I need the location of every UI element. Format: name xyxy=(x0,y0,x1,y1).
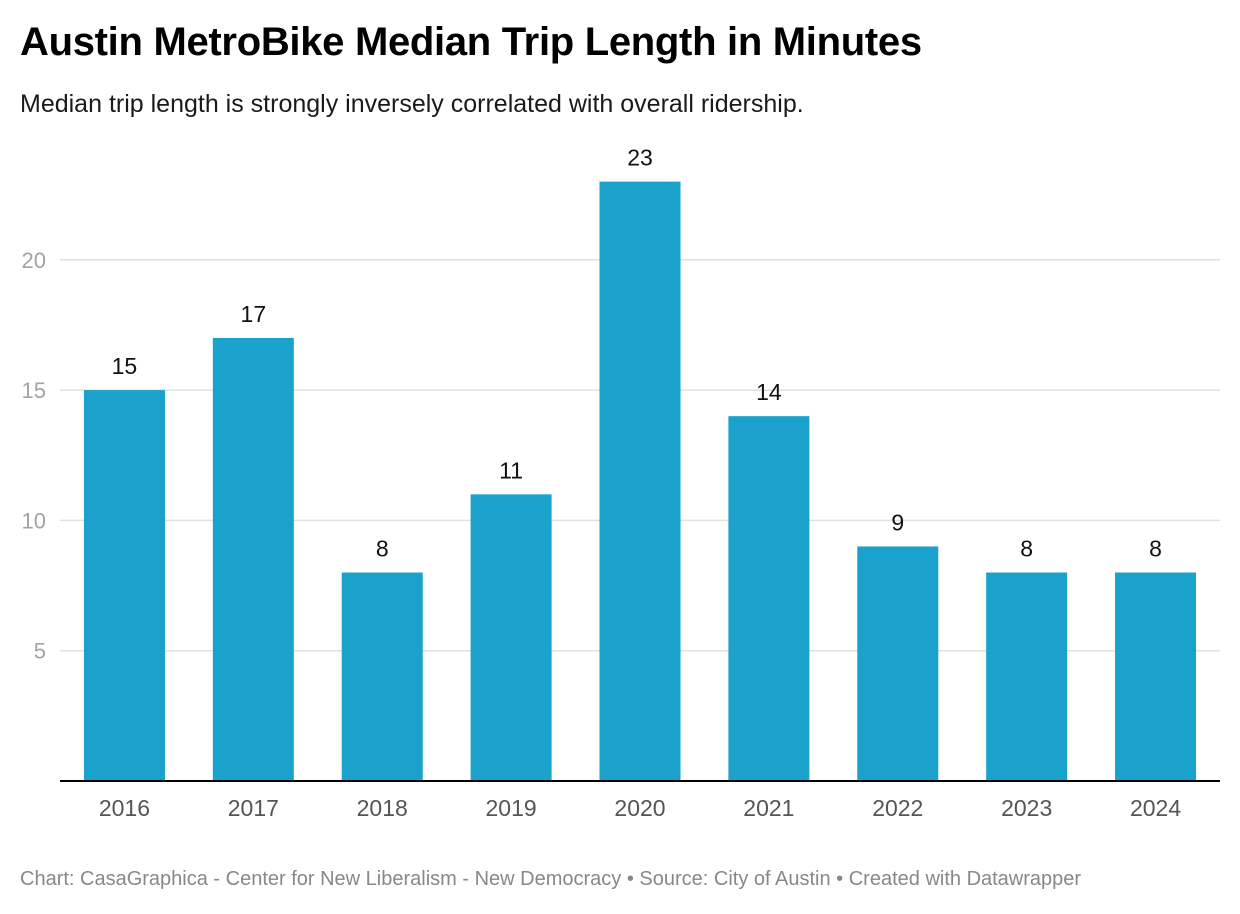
chart-subtitle: Median trip length is strongly inversely… xyxy=(20,90,804,118)
y-axis-ticks: 5 10 15 20 xyxy=(22,248,46,664)
bar-2024 xyxy=(1115,572,1197,781)
data-label-2023: 8 xyxy=(1020,536,1033,562)
bar-2018 xyxy=(341,572,423,781)
data-label-2016: 15 xyxy=(112,353,138,379)
data-label-2017: 17 xyxy=(241,301,267,327)
x-tick-label-2018: 2018 xyxy=(357,795,408,821)
bar-2017 xyxy=(212,337,294,781)
data-label-2021: 14 xyxy=(756,379,782,405)
x-tick-label-2024: 2024 xyxy=(1130,795,1181,821)
bar-2023 xyxy=(986,572,1068,781)
data-label-2019: 11 xyxy=(499,457,523,483)
bars xyxy=(83,181,1197,781)
data-label-2024: 8 xyxy=(1149,536,1162,562)
bar-2016 xyxy=(83,390,165,781)
x-tick-label-2016: 2016 xyxy=(99,795,150,821)
data-label-2022: 9 xyxy=(891,509,904,535)
x-axis-ticks: 2016 2017 2018 2019 2020 2021 2022 2023 2024 xyxy=(99,795,1181,821)
x-tick-label-2023: 2023 xyxy=(1001,795,1052,821)
chart-credit-footer: Chart: CasaGraphica - Center for New Lib… xyxy=(20,868,1082,890)
chart-title: Austin MetroBike Median Trip Length in M… xyxy=(20,20,922,64)
bar-2019 xyxy=(470,494,552,781)
bar-2022 xyxy=(857,546,939,781)
x-tick-label-2017: 2017 xyxy=(228,795,279,821)
x-tick-label-2021: 2021 xyxy=(743,795,794,821)
x-tick-label-2019: 2019 xyxy=(486,795,537,821)
x-tick-label-2022: 2022 xyxy=(872,795,923,821)
x-tick-label-2020: 2020 xyxy=(614,795,665,821)
data-label-2018: 8 xyxy=(376,536,389,562)
y-tick-label: 5 xyxy=(34,639,46,664)
data-labels: 15 17 8 11 23 14 9 8 8 xyxy=(112,145,1162,562)
y-tick-label: 10 xyxy=(22,508,46,533)
bar-2020 xyxy=(599,181,681,781)
data-label-2020: 23 xyxy=(627,145,653,171)
y-tick-label: 15 xyxy=(22,378,46,403)
y-tick-label: 20 xyxy=(22,248,46,273)
bar-2021 xyxy=(728,416,810,781)
